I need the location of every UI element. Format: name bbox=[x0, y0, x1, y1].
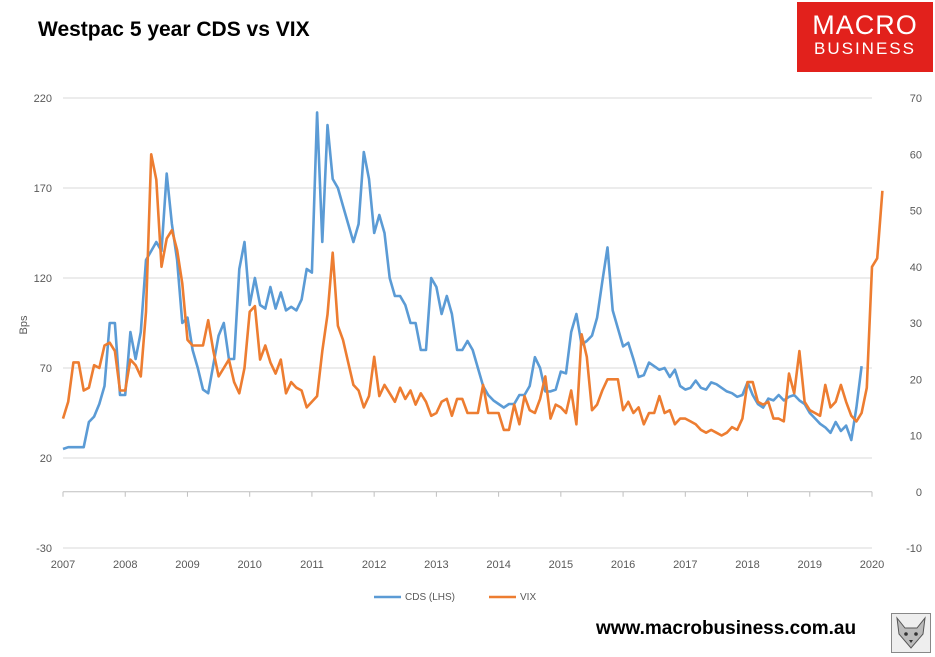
y-right-tick-label: 0 bbox=[916, 487, 922, 499]
y-left-tick-label: -30 bbox=[36, 543, 52, 555]
x-tick-label: 2009 bbox=[175, 559, 199, 571]
macrobusiness-logo: MACRO BUSINESS bbox=[797, 2, 933, 72]
x-tick-label: 2015 bbox=[549, 559, 573, 571]
legend-item: VIX bbox=[489, 592, 536, 603]
y-left-tick-label: 70 bbox=[40, 363, 52, 375]
chart-title: Westpac 5 year CDS vs VIX bbox=[38, 18, 310, 41]
y-right-tick-label: 40 bbox=[910, 262, 922, 274]
y-left-tick-label: 170 bbox=[34, 183, 52, 195]
y-right-tick-label: 50 bbox=[910, 206, 922, 218]
y-right-tick-label: 20 bbox=[910, 374, 922, 386]
x-tick-label: 2010 bbox=[237, 559, 261, 571]
logo-line-2: BUSINESS bbox=[814, 39, 916, 58]
series-line-cds bbox=[62, 111, 863, 451]
y-right-tick-label: 30 bbox=[910, 318, 922, 330]
x-tick-label: 2007 bbox=[51, 559, 75, 571]
x-tick-label: 2014 bbox=[486, 559, 510, 571]
x-tick-label: 2013 bbox=[424, 559, 448, 571]
x-tick-label: 2012 bbox=[362, 559, 386, 571]
website-url: www.macrobusiness.com.au bbox=[596, 618, 857, 639]
y-left-tick-label: 20 bbox=[40, 453, 52, 465]
legend-label: CDS (LHS) bbox=[405, 592, 455, 603]
y-left-tick-label: 220 bbox=[34, 93, 52, 105]
y-axis-label: Bps bbox=[18, 315, 30, 334]
x-tick-label: 2017 bbox=[673, 559, 697, 571]
y-right-tick-label: 60 bbox=[910, 149, 922, 161]
x-tick-label: 2020 bbox=[860, 559, 884, 571]
x-tick-label: 2008 bbox=[113, 559, 137, 571]
legend-item: CDS (LHS) bbox=[374, 592, 455, 603]
y-right-tick-label: 70 bbox=[910, 93, 922, 105]
y-right-tick-label: 10 bbox=[910, 431, 922, 443]
series-line-vix bbox=[61, 153, 884, 437]
y-left-tick-label: 120 bbox=[34, 273, 52, 285]
x-tick-label: 2011 bbox=[300, 559, 324, 571]
x-tick-label: 2016 bbox=[611, 559, 635, 571]
legend-label: VIX bbox=[520, 592, 536, 603]
wolf-logo-icon bbox=[891, 613, 931, 653]
logo-line-1: MACRO bbox=[812, 10, 918, 40]
x-tick-label: 2018 bbox=[735, 559, 759, 571]
y-right-tick-label: -10 bbox=[906, 543, 922, 555]
x-tick-label: 2019 bbox=[798, 559, 822, 571]
